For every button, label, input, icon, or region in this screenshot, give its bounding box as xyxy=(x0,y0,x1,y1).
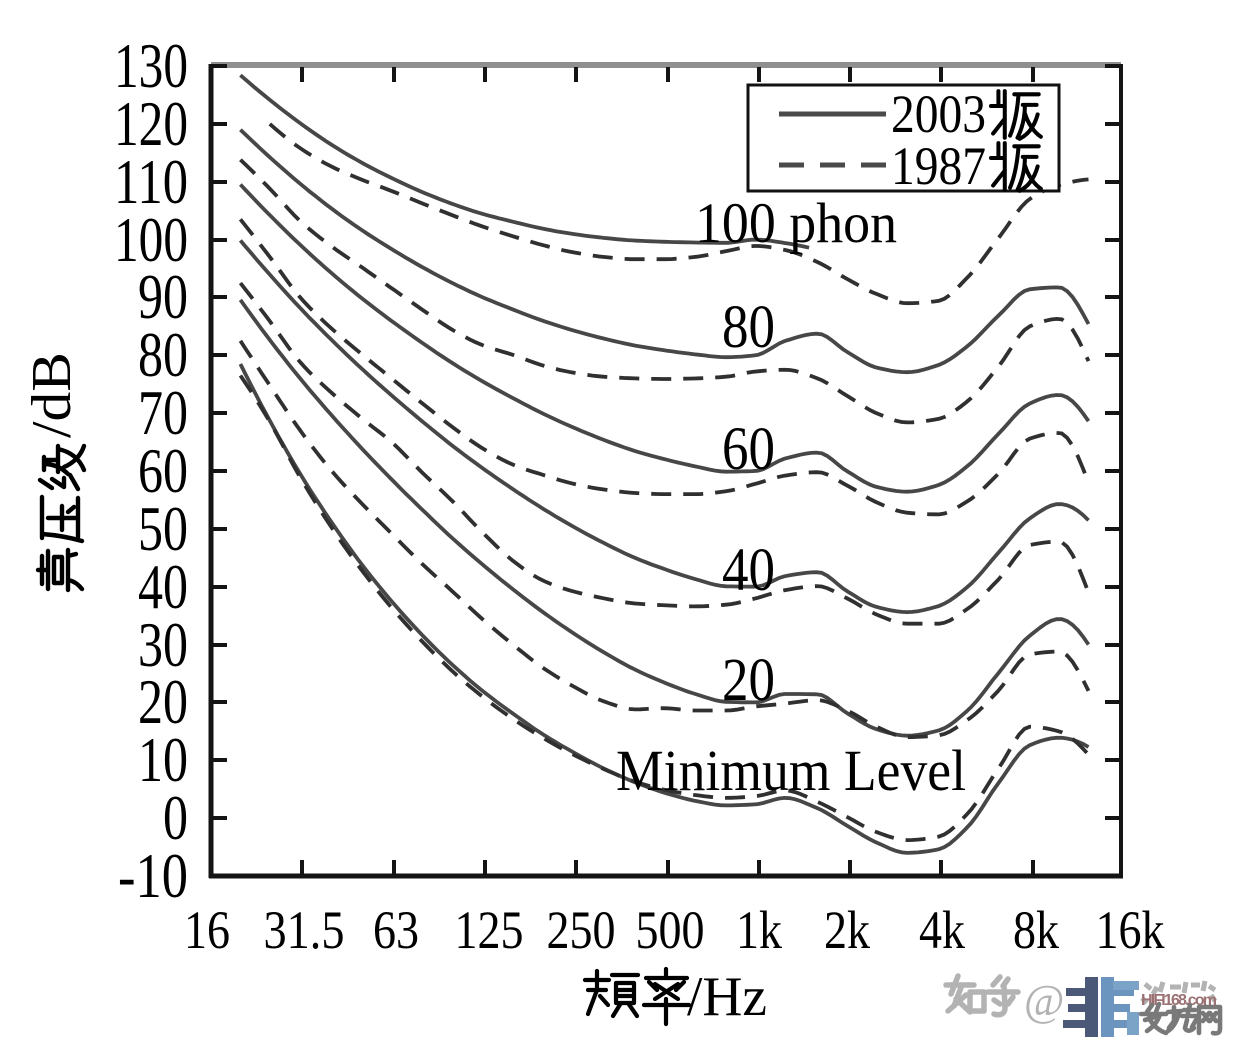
svg-text:4k: 4k xyxy=(919,900,965,960)
svg-text:8k: 8k xyxy=(1013,900,1059,960)
svg-text:40: 40 xyxy=(722,537,775,604)
svg-text:/Hz: /Hz xyxy=(687,966,767,1028)
svg-text:90: 90 xyxy=(138,261,188,332)
svg-text:1k: 1k xyxy=(736,900,782,960)
svg-text:2k: 2k xyxy=(824,900,870,960)
svg-text:80: 80 xyxy=(138,319,188,390)
svg-text:50: 50 xyxy=(138,493,188,564)
svg-text:70: 70 xyxy=(138,377,188,448)
svg-text:-10: -10 xyxy=(118,840,188,911)
svg-text:60: 60 xyxy=(138,435,188,506)
svg-text:130: 130 xyxy=(114,30,188,101)
svg-text:40: 40 xyxy=(138,551,188,622)
svg-text:Minimum Level: Minimum Level xyxy=(616,738,966,803)
svg-text:2003: 2003 xyxy=(891,84,986,144)
svg-text:@: @ xyxy=(1024,976,1065,1025)
svg-text:100 phon: 100 phon xyxy=(695,192,897,255)
svg-text:10: 10 xyxy=(138,724,188,795)
svg-text:20: 20 xyxy=(138,666,188,737)
svg-text:100: 100 xyxy=(114,204,188,275)
svg-text:1987: 1987 xyxy=(891,136,986,196)
svg-text:120: 120 xyxy=(114,88,188,159)
svg-text:60: 60 xyxy=(722,416,775,483)
svg-text:31.5: 31.5 xyxy=(264,900,345,960)
svg-text:500: 500 xyxy=(636,900,705,960)
svg-text:250: 250 xyxy=(547,900,616,960)
svg-text:110: 110 xyxy=(114,146,188,217)
svg-text:30: 30 xyxy=(138,609,188,680)
svg-text:20: 20 xyxy=(722,647,775,714)
svg-text:/dB: /dB xyxy=(21,352,83,438)
svg-text:63: 63 xyxy=(373,900,419,960)
svg-text:80: 80 xyxy=(722,294,775,361)
svg-text:16k: 16k xyxy=(1096,900,1165,960)
svg-text:0: 0 xyxy=(163,782,188,853)
svg-text:16: 16 xyxy=(184,900,230,960)
svg-text:125: 125 xyxy=(455,900,524,960)
